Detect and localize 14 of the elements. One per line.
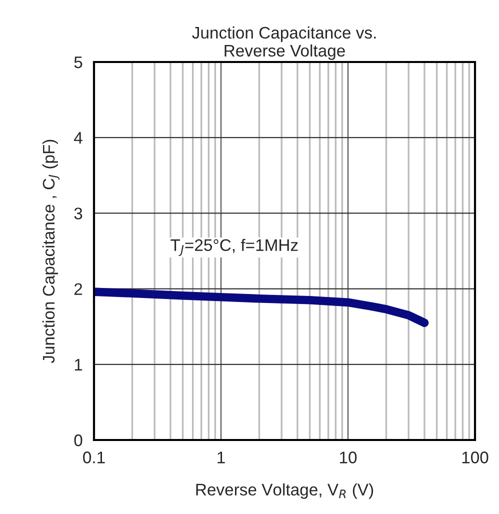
- x-axis-title: Reverse Voltage, V$_{R}$ (V): [196, 483, 374, 499]
- x-tick-label: 100: [462, 452, 488, 464]
- y-tick-label: 5: [74, 56, 82, 68]
- x-tick-label: 0.1: [83, 452, 105, 464]
- y-tick-label: 3: [74, 208, 82, 220]
- y-tick-label: 1: [74, 358, 82, 370]
- x-tick-label: 1: [218, 452, 225, 464]
- y-tick-label: 4: [74, 132, 82, 144]
- chart-title: Junction Capacitance vs. Reverse Voltage: [192, 26, 376, 60]
- y-tick-label: 0: [74, 434, 82, 446]
- y-tick-label: 2: [74, 283, 82, 295]
- x-tick-label: 10: [340, 452, 357, 464]
- y-axis-title: Junction Capacitance , C$_{J}$ (pF): [42, 140, 60, 364]
- annotation: T$_{J}$=25°C, f=1MHz: [170, 238, 298, 256]
